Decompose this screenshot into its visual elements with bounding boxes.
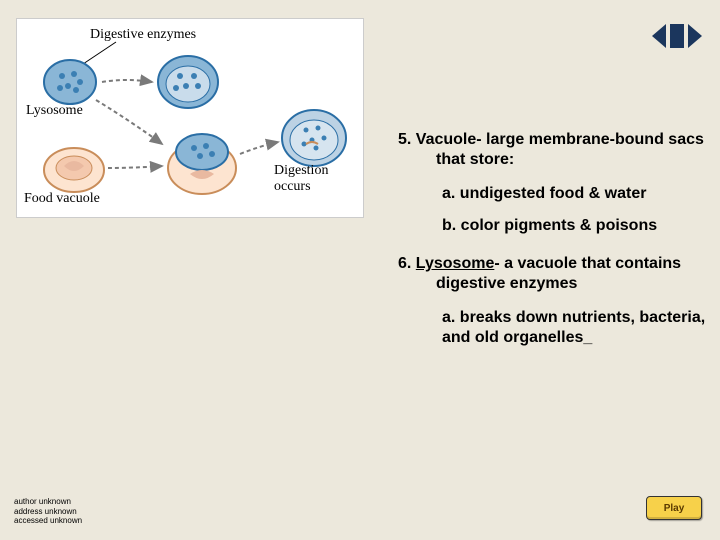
nav-stop-icon[interactable] bbox=[670, 24, 684, 48]
bullet-5b: b. color pigments & poisons bbox=[398, 216, 708, 236]
bullet-6-underline: Lysosome bbox=[416, 255, 495, 272]
credit-accessed: accessed unknown bbox=[14, 516, 82, 526]
nav-next-icon[interactable] bbox=[688, 24, 702, 48]
nav-arrows bbox=[652, 24, 702, 48]
label-digestion-occurs: Digestion occurs bbox=[274, 163, 332, 194]
slide-text: 5. Vacuole- large membrane-bound sacs th… bbox=[398, 130, 708, 348]
bullet-6-prefix: 6. bbox=[398, 255, 416, 272]
play-button[interactable]: Play bbox=[646, 496, 702, 520]
bullet-6: 6. Lysosome- a vacuole that contains dig… bbox=[398, 254, 708, 294]
bullet-6a: a. breaks down nutrients, bacteria, and … bbox=[398, 308, 708, 348]
arrow-3 bbox=[108, 166, 162, 168]
nav-prev-icon[interactable] bbox=[652, 24, 666, 48]
arrow-1 bbox=[102, 80, 152, 82]
arrow-4 bbox=[240, 142, 278, 154]
fused-vesicle bbox=[168, 134, 236, 194]
label-digestive-enzymes: Digestive enzymes bbox=[90, 27, 196, 42]
credit-author: author unknown bbox=[14, 497, 82, 507]
label-lysosome: Lysosome bbox=[26, 103, 83, 118]
play-button-label: Play bbox=[664, 503, 685, 514]
bullet-5a: a. undigested food & water bbox=[398, 184, 708, 204]
lysosome-diagram: Digestive enzymes bbox=[16, 18, 364, 218]
credit-address: address unknown bbox=[14, 507, 82, 517]
image-credits: author unknown address unknown accessed … bbox=[14, 497, 82, 526]
lysosome-cell-1 bbox=[44, 60, 96, 104]
digested-vesicle bbox=[282, 110, 346, 166]
label-food-vacuole: Food vacuole bbox=[24, 191, 100, 206]
bullet-5: 5. Vacuole- large membrane-bound sacs th… bbox=[398, 130, 708, 170]
arrow-2 bbox=[96, 100, 162, 144]
